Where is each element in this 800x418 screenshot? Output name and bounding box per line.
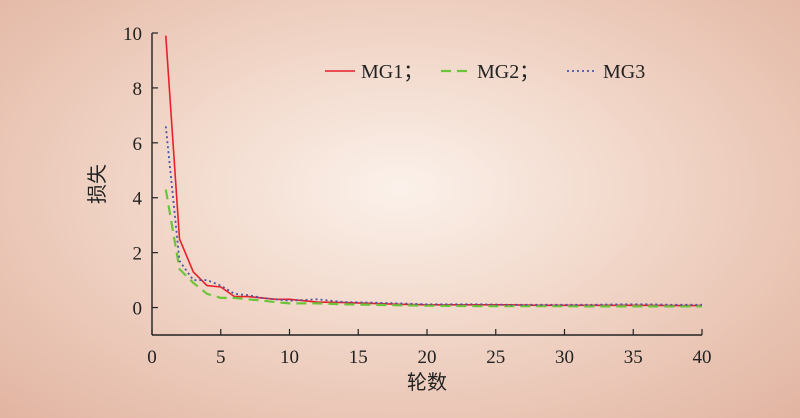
x-tick-label: 20 [418, 347, 437, 368]
x-tick-label: 15 [349, 347, 368, 368]
series-line-mg2 [164, 189, 702, 308]
y-axis-title: 损失 [85, 164, 109, 204]
y-tick-label: 8 [133, 79, 143, 100]
y-tick-label: 6 [133, 134, 143, 155]
x-tick-label: 40 [693, 347, 712, 368]
y-tick-label: 4 [133, 189, 143, 210]
y-tick-label: 0 [133, 299, 143, 320]
y-tick-label: 10 [123, 24, 142, 45]
legend: MG1； MG2； MG3 [325, 61, 645, 83]
x-axis-title: 轮数 [407, 370, 447, 394]
x-tick-label: 25 [486, 347, 505, 368]
x-tick-label: 10 [280, 347, 299, 368]
legend-label-mg1: MG1； [361, 61, 423, 83]
plot-lines [164, 35, 702, 308]
legend-label-mg3: MG3 [603, 61, 645, 83]
x-tick-label: 35 [624, 347, 643, 368]
x-tick-label: 30 [555, 347, 574, 368]
axes: 0 5 10 15 20 25 30 35 40 0 2 4 6 8 10 [123, 24, 712, 368]
x-tick-label: 5 [216, 347, 226, 368]
legend-label-mg2: MG2； [477, 61, 539, 83]
y-tick-label: 2 [133, 244, 143, 265]
series-line-mg3 [164, 126, 702, 306]
x-tick-label: 0 [147, 347, 157, 368]
